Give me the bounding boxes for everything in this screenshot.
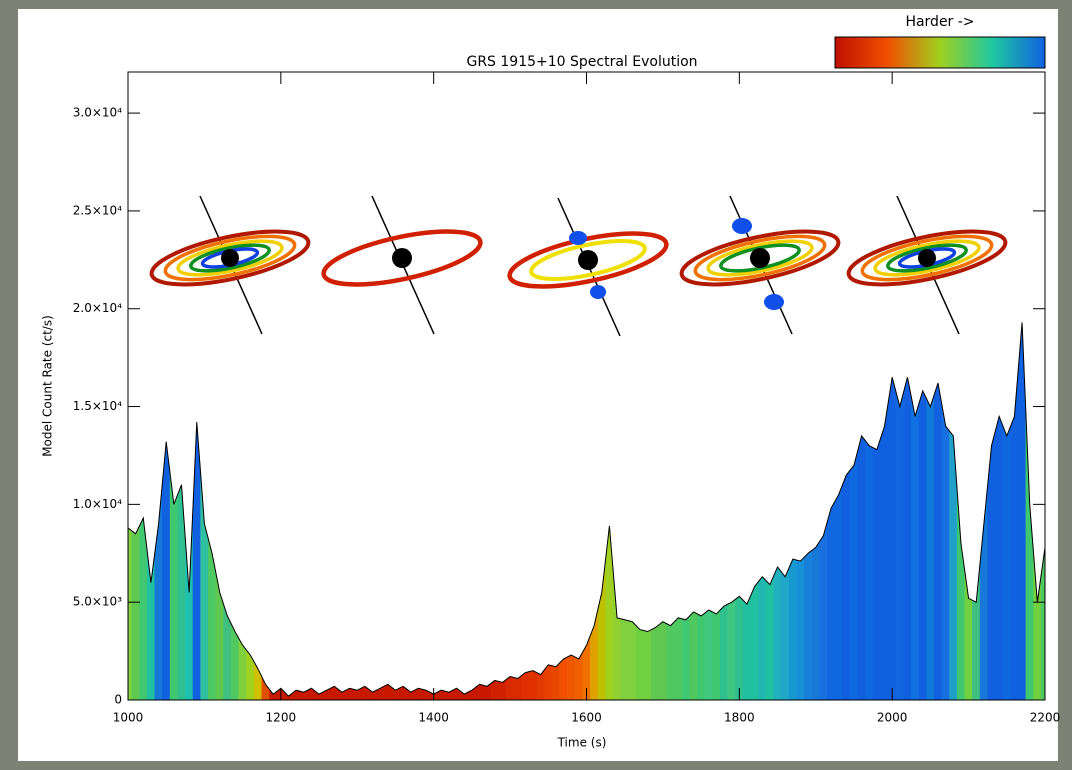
area-strip [697, 612, 706, 701]
colorbar-label: Harder -> [905, 14, 974, 30]
area-strip [895, 391, 904, 701]
x-tick-label: 1800 [724, 711, 755, 725]
x-tick-label: 1000 [113, 711, 144, 725]
area-strip [689, 611, 698, 701]
y-tick-label: 1.0×10⁴ [73, 497, 122, 511]
disk-illustration [507, 197, 669, 337]
area-strip [681, 615, 690, 701]
area-strip [819, 521, 828, 701]
colorbar [834, 36, 1046, 69]
area-strip [666, 621, 675, 701]
area-strip [773, 566, 782, 701]
y-tick-label: 5.0×10³ [73, 595, 122, 609]
area-strip [727, 598, 736, 701]
area-strip [750, 580, 759, 701]
area-strip [880, 401, 889, 701]
area-strip [941, 404, 950, 701]
y-tick-label: 2.0×10⁴ [73, 301, 122, 315]
area-strip [513, 675, 522, 701]
area-strip [506, 676, 515, 701]
x-tick-label: 2000 [877, 711, 908, 725]
area-strip [551, 662, 561, 701]
area-strip [911, 396, 920, 701]
area-strip [781, 567, 790, 701]
area-strip [765, 575, 774, 701]
area-strip [995, 415, 1004, 701]
area-strip [872, 437, 881, 701]
area-strip [796, 556, 805, 701]
plot-area [127, 322, 1046, 701]
area-strip [127, 527, 133, 701]
chart-title: GRS 1915+10 Spectral Evolution [466, 54, 697, 70]
area-strip [804, 549, 813, 701]
area-strip [712, 609, 721, 701]
x-tick-label: 2200 [1030, 711, 1061, 725]
area-strip [865, 440, 874, 701]
area-strip [826, 500, 836, 701]
area-strip [918, 390, 927, 701]
y-tick-label: 2.5×10⁴ [73, 203, 122, 217]
area-strip [758, 576, 767, 701]
area-strip [1002, 426, 1011, 701]
area-strip [704, 609, 713, 701]
area-strip [811, 540, 820, 701]
area-strip [857, 435, 866, 701]
x-tick-label: 1200 [266, 711, 297, 725]
area-strip [933, 382, 943, 701]
area-strip [788, 558, 797, 701]
y-tick-label: 0 [114, 693, 122, 707]
area-strip [544, 664, 553, 701]
area-strip [888, 377, 897, 701]
area-strip [567, 654, 576, 701]
area-strip [131, 525, 140, 701]
area-strip [635, 625, 645, 701]
area-strip [139, 517, 148, 701]
area-strip [735, 595, 744, 701]
area-strip [528, 670, 538, 701]
area-strip [834, 484, 843, 701]
x-tick-label: 1400 [418, 711, 449, 725]
area-strip [490, 680, 499, 701]
area-strip [658, 621, 667, 701]
x-tick-label: 1600 [571, 711, 602, 725]
area-strip [162, 441, 171, 701]
area-strip [620, 618, 629, 701]
area-strip [719, 603, 729, 701]
disk-illustration [846, 195, 1008, 335]
y-axis-label: Model Count Rate (ct/s) [41, 315, 55, 457]
disk-illustration [679, 195, 841, 335]
area-strip [628, 620, 637, 701]
area-strip [903, 377, 912, 701]
x-axis-label: Time (s) [557, 736, 607, 750]
area-strip [849, 450, 859, 701]
area-strip [742, 595, 752, 701]
area-strip [643, 629, 652, 701]
area-strip [651, 624, 660, 701]
area-strip [674, 617, 683, 701]
area-strip [169, 473, 178, 701]
area-strip [926, 394, 935, 701]
y-tick-label: 3.0×10⁴ [73, 106, 122, 120]
area-strip [842, 469, 851, 701]
area-strip [559, 656, 568, 701]
y-tick-label: 1.5×10⁴ [73, 399, 122, 413]
area-strip [521, 671, 530, 701]
